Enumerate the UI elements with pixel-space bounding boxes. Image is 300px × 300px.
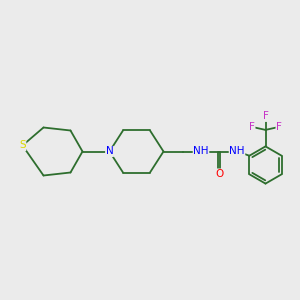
Text: N: N (106, 146, 113, 157)
Text: NH: NH (229, 146, 245, 157)
Text: F: F (276, 122, 282, 132)
Text: O: O (215, 169, 223, 179)
Text: F: F (249, 122, 255, 132)
Text: NH: NH (193, 146, 209, 157)
Text: S: S (19, 140, 26, 151)
Text: F: F (262, 111, 268, 122)
